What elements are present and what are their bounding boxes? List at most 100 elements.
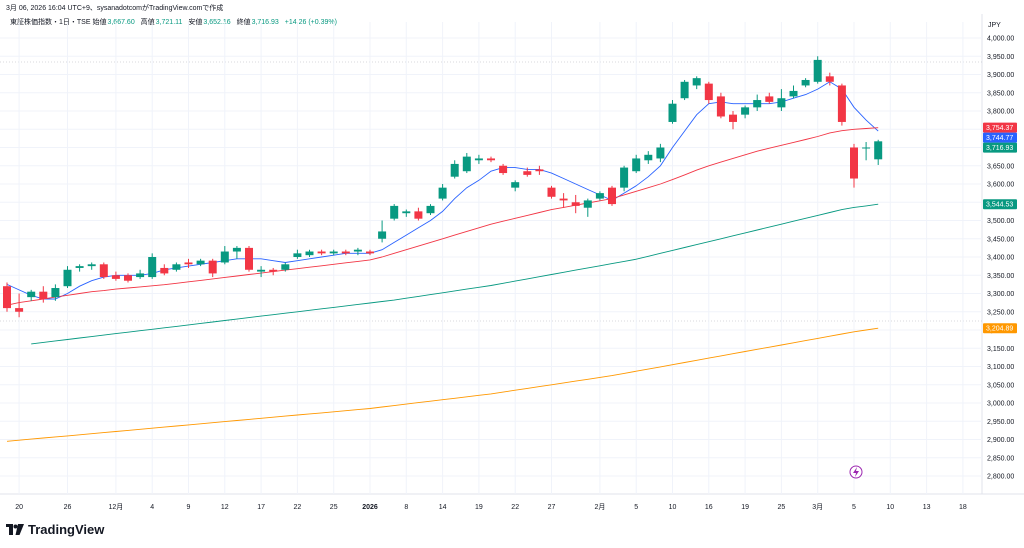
candle-body [813,59,822,82]
ma-line-4 [6,327,879,442]
candle [571,194,580,214]
candle [547,185,556,199]
y-tick-label: 2,800.00 [987,474,1014,481]
candle-body [511,182,520,188]
candle-body [124,275,132,281]
ma-line-3 [31,203,879,345]
price-label-text: 3,544.53 [986,202,1013,209]
x-tick-label: 4 [150,504,154,511]
candle [813,56,822,84]
candle-body [547,187,556,197]
candle-body [656,147,665,159]
candle-body [462,156,471,172]
candle [462,152,471,174]
candle [850,143,858,188]
price-label-box [983,323,1017,334]
candle-body [729,114,737,122]
candle-body [99,264,108,278]
candle [148,253,157,279]
candle [729,111,737,130]
currency-label: JPY [988,22,1001,29]
y-tick-label: 3,800.00 [987,109,1014,116]
y-tick-label: 3,500.00 [987,218,1014,225]
candle-body [583,200,592,208]
candle [644,151,653,164]
candle-body [111,275,120,279]
candle-body [172,264,181,270]
candle-body [353,249,362,252]
candle [668,100,677,124]
x-tick-label: 5 [634,504,638,511]
candle [595,191,604,201]
candle [329,249,338,256]
candle-body [341,251,350,254]
y-tick-label: 3,350.00 [987,273,1014,280]
brand-name: TradingView [28,522,105,537]
candle-body [220,251,229,263]
candle-body [329,251,338,254]
candle [559,193,568,208]
y-tick-label: 3,850.00 [987,90,1014,97]
x-tick-label: 19 [475,504,483,511]
candle [172,262,181,272]
candle-body [595,193,604,199]
y-tick-label: 4,000.00 [987,36,1014,43]
candle [801,78,810,88]
x-tick-label: 25 [778,504,786,511]
x-tick-label: 17 [257,504,265,511]
candle-body [474,158,483,161]
candle [3,282,11,312]
candle-body [571,202,580,206]
price-label-text: 3,754.37 [986,125,1013,132]
y-tick-label: 3,950.00 [987,54,1014,61]
candle [511,180,520,192]
candle [523,167,532,177]
candle [27,289,36,301]
price-label-text: 3,716.93 [986,145,1013,152]
candle [51,284,60,301]
lightning-icon-bolt [853,467,859,477]
low-value: 3,652.16 [203,19,231,26]
candle-body [450,163,459,177]
candle-body [874,141,883,160]
candles [3,56,883,318]
candle-body [608,187,616,205]
candle [281,262,290,272]
x-tick-label: 12月 [109,503,124,511]
x-tick-label: 2月 [594,503,605,511]
x-tick-label: 25 [330,504,338,511]
candle [63,266,72,289]
candle-body [668,103,677,122]
candle-body [208,260,217,274]
y-tick-label: 3,450.00 [987,236,1014,243]
candle-body [559,198,568,201]
candle-body [293,253,302,257]
x-tick-label: 3月 [812,503,823,511]
price-label-box [983,142,1017,153]
candle-body [680,81,689,99]
price-labels: 3,754.37 3,744.77 3,716.93 3,544.53 3,204.89 [849,122,1017,479]
time-axis[interactable]: 20 26 12月 4 9 12 17 22 25 2026 8 14 19 22 27 2月 5 10 16 19 2… [15,503,967,511]
price-axis[interactable]: JPY 2,800.00 2,850.00 2,900.00 2,950.00 3,000… [987,22,1014,481]
candle-body [281,264,290,270]
y-tick-label: 2,900.00 [987,437,1014,444]
symbol-label[interactable]: 東証株価指数・1日・TSE [10,19,91,26]
ma-line-2 [6,127,879,306]
candle [620,165,629,192]
tradingview-brand[interactable]: TradingView [6,522,104,537]
candle-body [269,269,278,272]
x-tick-label: 22 [294,504,302,511]
candle-body [87,264,96,267]
price-label-box [983,122,1017,133]
candle [474,154,483,164]
candle [208,258,217,278]
x-tick-label: 5 [852,504,856,511]
price-chart[interactable]: JPY 2,800.00 2,850.00 2,900.00 2,950.00 3,000… [0,14,1024,518]
candle-body [801,79,810,86]
candle-body [3,286,11,309]
candle-body [257,269,266,272]
x-tick-label: 27 [548,504,556,511]
candle [196,258,205,267]
candle-body [184,262,193,265]
candle [414,207,423,221]
